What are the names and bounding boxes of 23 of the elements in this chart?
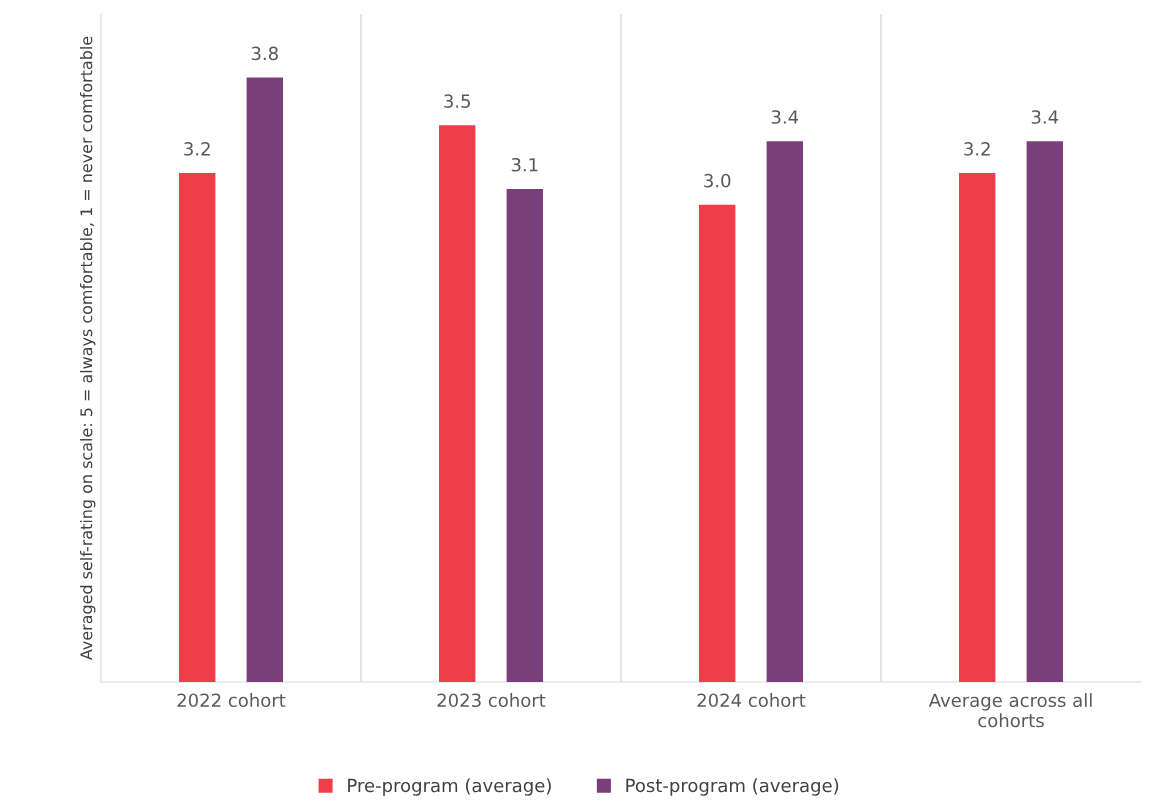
x-tick-label: 2023 cohort — [437, 693, 546, 708]
bar — [959, 173, 996, 682]
data-label: 3.4 — [1031, 110, 1059, 124]
bar — [766, 141, 803, 682]
data-label: 3.4 — [771, 110, 799, 124]
legend-label: Post-program (average) — [626, 778, 839, 796]
data-label: 3.2 — [184, 142, 210, 156]
data-label: 3.0 — [704, 173, 731, 188]
bar — [246, 77, 283, 682]
bar — [506, 188, 543, 682]
x-tick-label: 2022 cohort — [177, 693, 286, 708]
bar — [179, 173, 216, 682]
y-axis-title: Averaged self-rating on scale: 5 = always comfortable, 1 = never comfortable — [79, 36, 96, 661]
legend-label: Pre-program (average) — [348, 778, 551, 796]
bar — [1026, 141, 1063, 682]
data-label: 3.1 — [511, 157, 538, 172]
bar — [699, 204, 736, 682]
x-tick-label: 2024 cohort — [697, 693, 806, 708]
data-label: 3.2 — [964, 142, 990, 156]
bar — [439, 125, 476, 682]
x-tick-label: Average across all cohorts — [928, 693, 1092, 728]
data-label: 3.8 — [251, 46, 278, 61]
data-label: 3.5 — [444, 94, 470, 108]
